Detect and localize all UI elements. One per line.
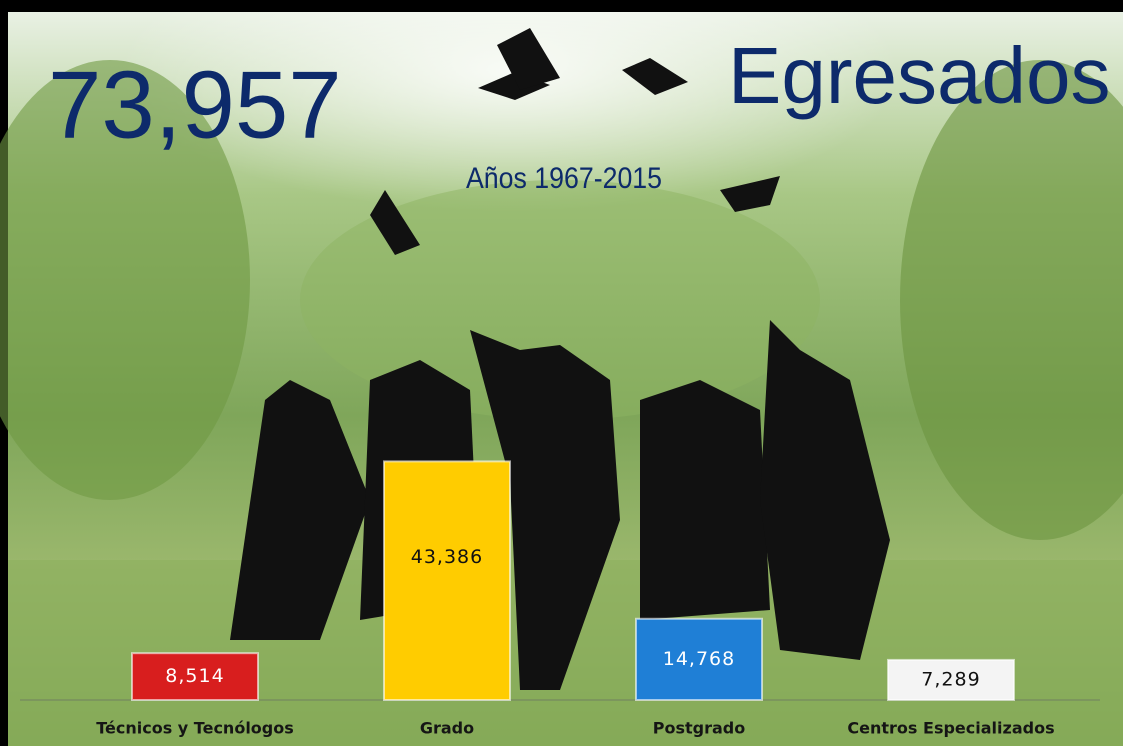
category-label: Centros Especializados [847, 719, 1054, 738]
category-label: Grado [420, 719, 474, 738]
total: 73,957 [48, 51, 342, 158]
value-label: 43,386 [411, 546, 483, 568]
heading: Egresados [728, 31, 1110, 120]
category-label: Técnicos y Tecnólogos [96, 719, 294, 738]
value-label: 7,289 [921, 668, 980, 690]
bar [635, 617, 763, 701]
background-photo [0, 12, 1123, 746]
value-label: 14,768 [663, 648, 735, 670]
bar [887, 658, 1015, 702]
bar [131, 652, 259, 701]
bar [383, 460, 511, 702]
category-label: Postgrado [653, 719, 745, 738]
years: Años 1967-2015 [466, 162, 662, 195]
value-label: 8,514 [165, 665, 224, 687]
